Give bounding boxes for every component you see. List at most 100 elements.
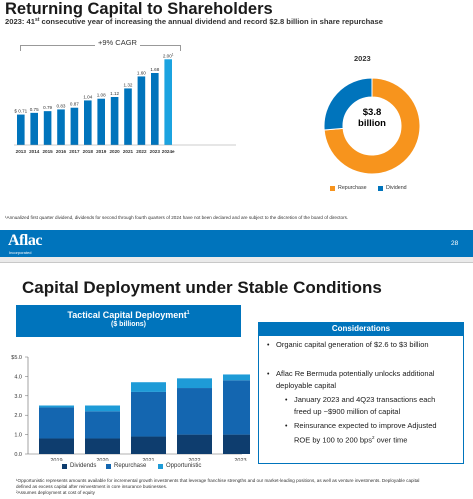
cagr-tick-right (180, 45, 181, 51)
x-tick-label: 2019 (50, 458, 62, 461)
roe-sup: 2 (371, 435, 375, 440)
x-tick-label: 2020 (109, 149, 120, 154)
bar-opportunistic-2020 (85, 405, 120, 412)
bar-repurchase-2021 (131, 391, 166, 437)
bar-repurchase-2020 (85, 411, 120, 439)
bar-dividends-2019 (39, 438, 74, 454)
deployment-stacked-chart: $5.0 4.0 3.0 2.0 1.0 0.0 2019 2020 2021 2022 2023 (11, 355, 250, 461)
bar-value-label: 1.04 (83, 94, 92, 99)
legend-item-dividends: Dividends (62, 463, 96, 469)
bar-value-label: 2.001 (163, 52, 174, 58)
footer-bar (0, 230, 473, 257)
x-tick-label: 2015 (42, 149, 53, 154)
x-tick-label: 2016 (56, 149, 67, 154)
legend-label: Dividend (386, 185, 407, 191)
consideration-organic: Organic capital generation of $2.6 to $3… (276, 340, 429, 349)
subtitle-prefix: 2023: 41 (5, 17, 35, 26)
x-tick-label: 2014 (29, 149, 40, 154)
bar-opportunistic-2021 (131, 382, 166, 392)
slide-returning-capital: Returning Capital to Shareholders 2023: … (0, 0, 473, 257)
bar-2019 (97, 98, 105, 145)
logo-subtitle: Incorporated (9, 250, 32, 255)
bar-dividends-2022 (177, 434, 212, 454)
bar-2014 (30, 112, 38, 145)
bar-2017 (70, 107, 79, 145)
y-tick-label: 0.0 (14, 452, 22, 458)
consideration-transactions-line2: freed up ~$900 million of capital (294, 407, 401, 416)
aflac-logo: Aflac (8, 232, 42, 249)
bar-dividends-2023 (223, 434, 250, 454)
bar-value-label: 1.60 (137, 70, 146, 75)
y-tick-label: 4.0 (14, 374, 22, 380)
slide-separator (0, 257, 473, 262)
legend-label: Repurchase (114, 463, 147, 469)
legend-swatch (62, 463, 67, 469)
legend-item-repurchase: Repurchase (330, 185, 367, 191)
x-tick-label: 2013 (16, 149, 27, 154)
bullet-icon: • (267, 342, 270, 349)
bar-2021 (124, 88, 132, 145)
x-tick-label: 2021 (142, 458, 154, 461)
bar-2015 (43, 111, 52, 145)
legend-swatch (378, 185, 383, 191)
bar-value-label: 0.79 (43, 105, 52, 110)
bar-repurchase-2023 (223, 380, 250, 435)
donut-slice-dividend (323, 77, 373, 131)
slide-title: Capital Deployment under Stable Conditio… (22, 278, 382, 297)
footnote-2: defined as excess capital after reinvest… (16, 484, 168, 489)
bar-value-label: $ 0.71 (14, 109, 27, 114)
y-tick-label: $5.0 (11, 355, 22, 361)
x-tick-label: 2022 (188, 458, 200, 461)
bar-2020 (110, 97, 119, 145)
legend-item-opportunistic: Opportunistic (158, 463, 201, 469)
bar-2023 (151, 73, 159, 145)
bar-opportunistic-2022 (177, 378, 212, 389)
bar-repurchase-2022 (177, 388, 212, 435)
x-tick-label: 2021 (123, 149, 134, 154)
bar-value-label: 0.75 (30, 107, 39, 112)
slide-title: Returning Capital to Shareholders (5, 0, 273, 18)
bar-opportunistic-2023 (223, 374, 250, 381)
bar-2024e (164, 59, 172, 145)
tactical-title: Tactical Capital Deployment1 (16, 310, 241, 320)
bullet-icon: • (285, 423, 288, 430)
x-tick-label: 2017 (69, 149, 80, 154)
consideration-transactions-line1: January 2023 and 4Q23 transactions each (294, 395, 436, 404)
x-tick-label: 2020 (96, 458, 108, 461)
donut-center-label: $3.8 billion (347, 107, 397, 129)
bar-2018 (84, 100, 92, 145)
tactical-title-sup: 1 (186, 310, 190, 316)
slide-capital-deployment: Capital Deployment under Stable Conditio… (0, 262, 473, 499)
legend-item-repurchase: Repurchase (106, 463, 146, 469)
bullet-icon: • (267, 371, 270, 378)
donut-slice-repurchase (323, 77, 421, 175)
slide-subtitle: 2023: 41st consecutive year of increasin… (5, 17, 383, 26)
subtitle-sup: st (34, 17, 40, 23)
bar-2022 (137, 76, 146, 145)
footnote-1: ¹Opportunistic represents amounts availa… (16, 478, 420, 483)
y-tick-label: 3.0 (14, 394, 22, 400)
tactical-header: Tactical Capital Deployment1 ($ billions… (16, 305, 241, 337)
consideration-bermuda-line2: deployable capital (276, 381, 337, 390)
cagr-label: +9% CAGR (95, 38, 140, 47)
bar-dividends-2021 (131, 436, 166, 454)
roe-text-end: over time (374, 435, 408, 445)
considerations-header: Considerations (258, 322, 464, 336)
footnote-3: ²Assumes deployment at cost of equity (16, 490, 95, 495)
footnote: ¹Annualized first quarter dividend, divi… (5, 215, 349, 220)
tactical-title-text: Tactical Capital Deployment (67, 310, 187, 320)
x-tick-label: 2019 (96, 149, 107, 154)
subtitle-rest: consecutive year of increasing the annua… (39, 17, 383, 26)
bar-value-label: 1.32 (124, 82, 133, 87)
donut-center-value: $3.8 (362, 107, 382, 118)
legend-swatch (330, 185, 335, 191)
bar-value-label: 1.12 (110, 91, 119, 96)
consideration-reinsurance-line1: Reinsurance expected to improve Adjusted (294, 421, 437, 430)
consideration-bermuda-line1: Aflac Re Bermuda potentially unlocks add… (276, 369, 435, 378)
bar-value-label: 1.68 (150, 67, 159, 72)
cagr-tick-left (20, 45, 21, 51)
bullet-icon: • (285, 397, 288, 404)
bar-dividends-2020 (85, 438, 120, 454)
capital-donut-chart (323, 77, 421, 175)
dividend-bar-chart: $ 0.71 2013 0.75 2014 0.79 2015 0.83 2016 0.87 20… (14, 52, 236, 154)
